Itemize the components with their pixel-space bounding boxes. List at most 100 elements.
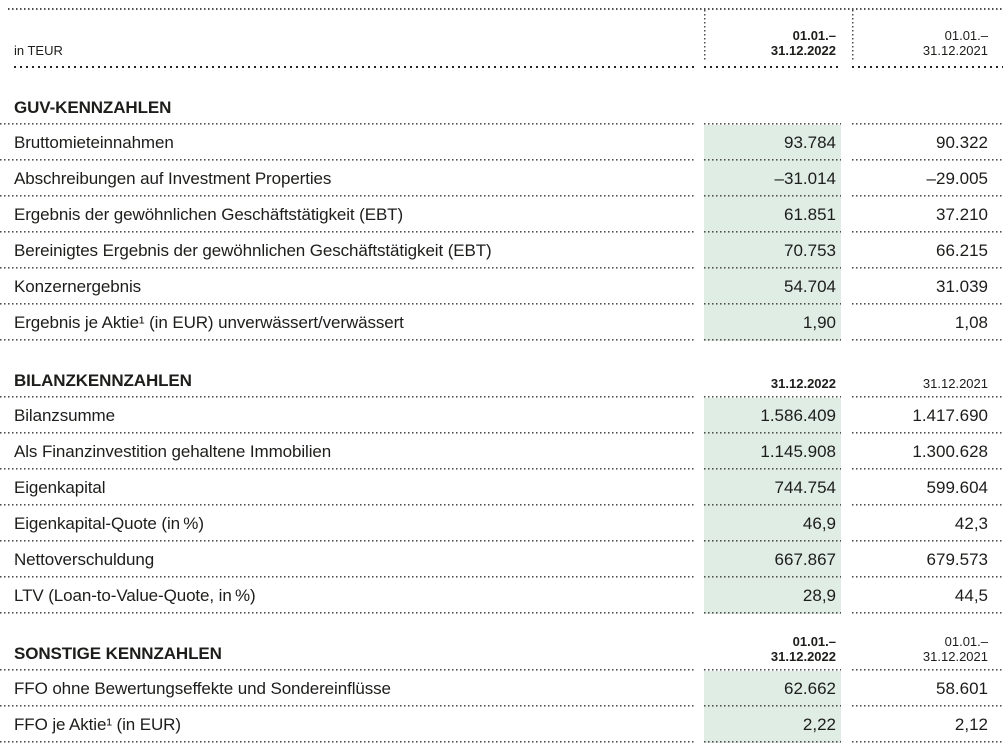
row-label: Abschreibungen auf Investment Properties: [0, 161, 695, 197]
rule-segment: [852, 66, 1003, 68]
row-label: Als Finanzinvestition gehaltene Immobili…: [0, 434, 695, 470]
section-date-2022-line1: 01.01.–: [792, 634, 836, 649]
row-label: FFO je Aktie¹ (in EUR): [0, 707, 695, 743]
row-label: LTV (Loan-to-Value-Quote, in %): [0, 578, 695, 614]
table-row: Eigenkapital-Quote (in %) 46,9 42,3: [0, 506, 1003, 542]
row-value-2022: 744.754: [704, 470, 841, 506]
table-header-row: in TEUR 01.01.– 31.12.2022 01.01.– 31.12…: [0, 10, 1003, 66]
row-value-2022: 667.867: [704, 542, 841, 578]
row-value-2021: 90.322: [852, 125, 1003, 161]
row-value-2022: 62.662: [704, 671, 841, 707]
row-value-2022: –31.014: [704, 161, 841, 197]
section: SONSTIGE KENNZAHLEN 01.01.– 31.12.2022 0…: [0, 614, 1003, 743]
row-value-2021: 1,08: [852, 305, 1003, 341]
row-label: Bilanzsumme: [0, 398, 695, 434]
section-rows: Bilanzsumme 1.586.409 1.417.690 Als Fina…: [0, 398, 1003, 614]
row-value-2021: 2,12: [852, 707, 1003, 743]
period-header-2022: 01.01.– 31.12.2022: [704, 10, 841, 66]
row-label: Eigenkapital-Quote (in %): [0, 506, 695, 542]
table-row: Abschreibungen auf Investment Properties…: [0, 161, 1003, 197]
section-period-2021-cell: 01.01.– 31.12.2021: [852, 614, 1003, 671]
section-title: GUV-KENNZAHLEN: [14, 98, 172, 117]
section-period-2021-cell: [852, 68, 1003, 125]
row-label: FFO ohne Bewertungseffekte und Sonderein…: [0, 671, 695, 707]
table-row: Konzernergebnis 54.704 31.039: [0, 269, 1003, 305]
row-value-2022: 70.753: [704, 233, 841, 269]
row-value-2022: 28,9: [704, 578, 841, 614]
table-row: Ergebnis der gewöhnlichen Geschäftstätig…: [0, 197, 1003, 233]
section-date-2022-line2: 31.12.2022: [770, 649, 836, 664]
row-value-2021: 44,5: [852, 578, 1003, 614]
column-gap: [695, 10, 704, 66]
table-row: Als Finanzinvestition gehaltene Immobili…: [0, 434, 1003, 470]
row-label: Eigenkapital: [0, 470, 695, 506]
unit-label: in TEUR: [14, 43, 63, 58]
section-header-row: SONSTIGE KENNZAHLEN 01.01.– 31.12.2022 0…: [0, 614, 1003, 671]
table-row: Bilanzsumme 1.586.409 1.417.690: [0, 398, 1003, 434]
row-label: Bereinigtes Ergebnis der gewöhnlichen Ge…: [0, 233, 695, 269]
row-value-2022: 1.586.409: [704, 398, 841, 434]
rule-segment: [704, 66, 841, 68]
section-period-2021-cell: 31.12.2021: [852, 341, 1003, 398]
section-header-row: GUV-KENNZAHLEN: [0, 68, 1003, 125]
period-2021-line2: 31.12.2021: [922, 43, 988, 58]
period-header-2021: 01.01.– 31.12.2021: [852, 10, 1003, 66]
table-row: Bruttomieteinnahmen 93.784 90.322: [0, 125, 1003, 161]
row-value-2022: 1,90: [704, 305, 841, 341]
row-value-2022: 93.784: [704, 125, 841, 161]
row-label: Konzernergebnis: [0, 269, 695, 305]
table-row: Nettoverschuldung 667.867 679.573: [0, 542, 1003, 578]
row-value-2021: –29.005: [852, 161, 1003, 197]
row-value-2021: 37.210: [852, 197, 1003, 233]
row-value-2021: 679.573: [852, 542, 1003, 578]
table-row: Bereinigtes Ergebnis der gewöhnlichen Ge…: [0, 233, 1003, 269]
column-gap: [841, 10, 852, 66]
section-date-2022-line2: 31.12.2022: [770, 376, 836, 391]
section-period-2022-cell: 31.12.2022: [704, 341, 841, 398]
section-date-2021-line2: 31.12.2021: [922, 376, 988, 391]
row-value-2022: 2,22: [704, 707, 841, 743]
table-row: FFO ohne Bewertungseffekte und Sonderein…: [0, 671, 1003, 707]
section-period-2022-cell: 01.01.– 31.12.2022: [704, 614, 841, 671]
table-row: Ergebnis je Aktie¹ (in EUR) unverwässert…: [0, 305, 1003, 341]
section: GUV-KENNZAHLEN Bruttomieteinnahmen 93.78…: [0, 68, 1003, 341]
row-value-2021: 1.417.690: [852, 398, 1003, 434]
row-value-2022: 54.704: [704, 269, 841, 305]
row-value-2021: 66.215: [852, 233, 1003, 269]
row-value-2022: 46,9: [704, 506, 841, 542]
row-value-2021: 42,3: [852, 506, 1003, 542]
rule-segment: [14, 66, 695, 68]
table-row: Eigenkapital 744.754 599.604: [0, 470, 1003, 506]
period-2021-line1: 01.01.–: [944, 28, 988, 43]
section-header-row: BILANZKENNZAHLEN 31.12.2022 31.12.2021: [0, 341, 1003, 398]
section-title-cell: SONSTIGE KENNZAHLEN: [0, 614, 695, 671]
row-value-2022: 61.851: [704, 197, 841, 233]
section-period-2022-cell: [704, 68, 841, 125]
row-label: Nettoverschuldung: [0, 542, 695, 578]
table-sections: GUV-KENNZAHLEN Bruttomieteinnahmen 93.78…: [0, 68, 1003, 743]
table-row: LTV (Loan-to-Value-Quote, in %) 28,9 44,…: [0, 578, 1003, 614]
row-value-2022: 1.145.908: [704, 434, 841, 470]
section-rows: Bruttomieteinnahmen 93.784 90.322 Abschr…: [0, 125, 1003, 341]
row-value-2021: 599.604: [852, 470, 1003, 506]
row-value-2021: 31.039: [852, 269, 1003, 305]
unit-header-cell: in TEUR: [0, 10, 695, 66]
section: BILANZKENNZAHLEN 31.12.2022 31.12.2021 B…: [0, 341, 1003, 614]
section-date-2021-line2: 31.12.2021: [922, 649, 988, 664]
period-2022-line2: 31.12.2022: [770, 43, 836, 58]
header-bold-dotted-rule: [0, 66, 1003, 68]
section-date-2021-line1: 01.01.–: [944, 634, 988, 649]
row-label: Bruttomieteinnahmen: [0, 125, 695, 161]
period-2022-line1: 01.01.–: [792, 28, 836, 43]
section-title-cell: GUV-KENNZAHLEN: [0, 68, 695, 125]
section-rows: FFO ohne Bewertungseffekte und Sonderein…: [0, 671, 1003, 743]
top-dotted-rule: [8, 8, 1003, 10]
row-label: Ergebnis je Aktie¹ (in EUR) unverwässert…: [0, 305, 695, 341]
table-row: FFO je Aktie¹ (in EUR) 2,22 2,12: [0, 707, 1003, 743]
row-value-2021: 58.601: [852, 671, 1003, 707]
row-value-2021: 1.300.628: [852, 434, 1003, 470]
section-title-cell: BILANZKENNZAHLEN: [0, 341, 695, 398]
section-title: SONSTIGE KENNZAHLEN: [14, 644, 222, 663]
row-label: Ergebnis der gewöhnlichen Geschäftstätig…: [0, 197, 695, 233]
